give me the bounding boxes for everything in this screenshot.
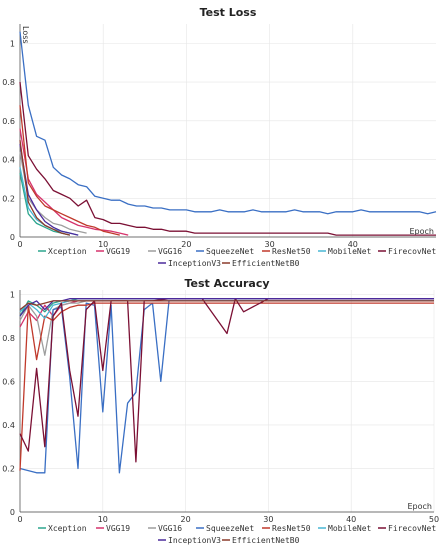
series-line-vgg16	[19, 151, 87, 234]
x-tick-label: 0	[17, 240, 22, 249]
legend-entry: SqueezeNet	[206, 247, 254, 256]
series-line-vgg16	[19, 300, 434, 356]
chart-title: Test Accuracy	[184, 277, 269, 290]
x-tick-label: 40	[348, 240, 358, 249]
legend-entry: MobileNet	[328, 524, 372, 533]
x-tick-label: 30	[265, 240, 275, 249]
legend-entry: VGG19	[106, 524, 130, 533]
y-tick-label: 0.8	[2, 78, 15, 87]
legend-entry: FirecovNet	[388, 247, 436, 256]
legend-entry: ResNet50	[272, 524, 311, 533]
x-tick-label: 20	[181, 240, 191, 249]
x-tick-label: 0	[17, 515, 22, 524]
x-tick-label: 40	[346, 515, 356, 524]
y-tick-label: 0.6	[2, 377, 15, 386]
y-tick-label: 0.8	[2, 334, 15, 343]
y-tick-label: 1	[10, 39, 15, 48]
legend-entry: InceptionV3	[168, 259, 221, 268]
legend-entry: VGG16	[158, 524, 182, 533]
y-tick-label: 0	[10, 508, 15, 517]
legend-entry: SqueezeNet	[206, 524, 254, 533]
series-line-inceptionv3	[19, 298, 434, 317]
series-line-resnet50	[19, 105, 120, 236]
y-tick-label: 1	[10, 290, 15, 299]
series-line-efficientnetb0	[19, 300, 434, 311]
legend-entry: InceptionV3	[168, 536, 221, 545]
y-tick-label: 0.4	[2, 156, 15, 165]
legend-entry: Xception	[48, 524, 87, 533]
x-tick-label: 20	[181, 515, 191, 524]
x-tick-label: 30	[263, 515, 273, 524]
y-tick-label: 0.4	[2, 421, 15, 430]
series-line-squeezenet	[19, 300, 434, 474]
x-axis-label: Epoch	[410, 227, 435, 236]
x-tick-label: 10	[98, 515, 108, 524]
series-line-squeezenet	[19, 31, 437, 215]
series-line-firecovnet	[19, 82, 436, 236]
legend-entry: VGG16	[158, 247, 182, 256]
x-tick-label: 50	[429, 515, 439, 524]
y-axis-label: Loss	[21, 26, 30, 44]
y-tick-label: 0.6	[2, 117, 15, 126]
legend-entry: MobileNet	[328, 247, 372, 256]
y-tick-label: 0.2	[2, 194, 15, 203]
series-line-resnet50	[19, 302, 434, 471]
legend-entry: ResNet50	[272, 247, 311, 256]
legend-entry: FirecovNet	[388, 524, 436, 533]
y-tick-label: 0	[10, 233, 15, 242]
x-axis-label: Epoch	[408, 502, 433, 511]
legend-entry: VGG19	[106, 247, 130, 256]
series-line-inceptionv3	[19, 143, 79, 236]
legend-entry: EfficientNetB0	[232, 259, 300, 268]
legend-entry: EfficientNetB0	[232, 536, 300, 545]
y-tick-label: 0.2	[2, 464, 15, 473]
chart-title: Test Loss	[200, 6, 257, 19]
series-line-firecovnet	[19, 298, 434, 463]
series-line-efficientnetb0	[19, 140, 71, 236]
legend-entry: Xception	[48, 247, 87, 256]
series-line-vgg19	[19, 128, 129, 236]
x-tick-label: 10	[98, 240, 108, 249]
